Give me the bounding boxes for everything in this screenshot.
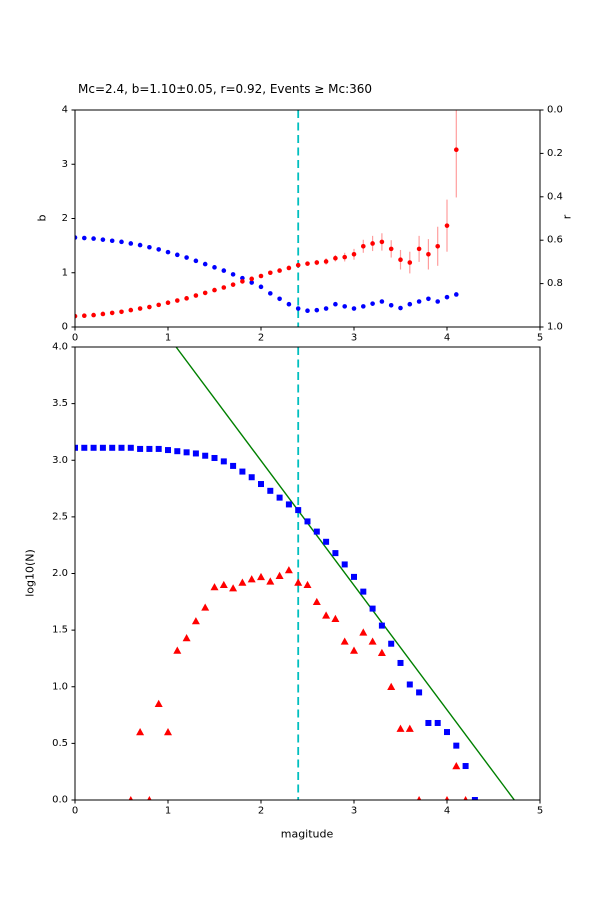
- svg-text:4: 4: [444, 332, 450, 343]
- gr-fit-line: [175, 347, 515, 800]
- cumulative-series: [75, 444, 478, 800]
- svg-text:4.0: 4.0: [52, 342, 68, 353]
- svg-text:5: 5: [537, 805, 543, 816]
- svg-text:0.0: 0.0: [52, 795, 68, 806]
- svg-text:1: 1: [165, 332, 171, 343]
- svg-text:0.5: 0.5: [52, 738, 68, 749]
- svg-text:0.6: 0.6: [547, 235, 563, 246]
- svg-text:2.0: 2.0: [52, 568, 68, 579]
- svg-text:2: 2: [62, 213, 68, 224]
- r-value-series: [75, 147, 459, 319]
- svg-text:3.5: 3.5: [52, 398, 68, 409]
- figure-title: Mc=2.4, b=1.10±0.05, r=0.92, Events ≥ Mc…: [78, 82, 373, 96]
- svg-text:3: 3: [62, 159, 68, 170]
- svg-text:4: 4: [62, 105, 68, 116]
- top-plot: 0 1 2 3 4 5 0 1 2 3 4 0.0 0.2 0.4 0.6 0.8 1.0: [62, 105, 563, 344]
- svg-text:0.0: 0.0: [547, 105, 563, 116]
- svg-text:1.0: 1.0: [547, 322, 563, 333]
- svg-text:2.5: 2.5: [52, 511, 68, 522]
- svg-text:3: 3: [351, 332, 357, 343]
- b-value-series: [75, 235, 459, 314]
- top-plot-ticks: 0 1 2 3 4 5 0 1 2 3 4 0.0 0.2 0.4 0.6 0.8 1.0: [62, 105, 563, 344]
- svg-text:1: 1: [165, 805, 171, 816]
- svg-text:0: 0: [62, 322, 68, 333]
- bottom-plot: 0 1 2 3 4 5 0.0 0.5 1.0 1.5 2.0 2.5 3.0 3.5 4.0: [52, 342, 543, 817]
- r-value-errorbars: [297, 110, 457, 274]
- svg-text:0.2: 0.2: [547, 148, 563, 159]
- bottom-plot-ticks: 0 1 2 3 4 5 0.0 0.5 1.0 1.5 2.0 2.5 3.0 3.5 4.0: [52, 342, 543, 817]
- svg-text:2: 2: [258, 332, 264, 343]
- svg-text:1.0: 1.0: [52, 681, 68, 692]
- svg-text:0.4: 0.4: [547, 191, 563, 202]
- svg-text:4: 4: [444, 805, 450, 816]
- svg-text:0: 0: [72, 332, 78, 343]
- svg-text:0.8: 0.8: [547, 278, 563, 289]
- svg-text:1.5: 1.5: [52, 625, 68, 636]
- svg-text:2: 2: [258, 805, 264, 816]
- bottom-x-axis-label: magitude: [280, 827, 334, 841]
- svg-text:3: 3: [351, 805, 357, 816]
- svg-text:0: 0: [72, 805, 78, 816]
- svg-text:3.0: 3.0: [52, 455, 68, 466]
- svg-text:5: 5: [537, 332, 543, 343]
- incremental-series: [128, 566, 468, 800]
- svg-text:1: 1: [62, 267, 68, 278]
